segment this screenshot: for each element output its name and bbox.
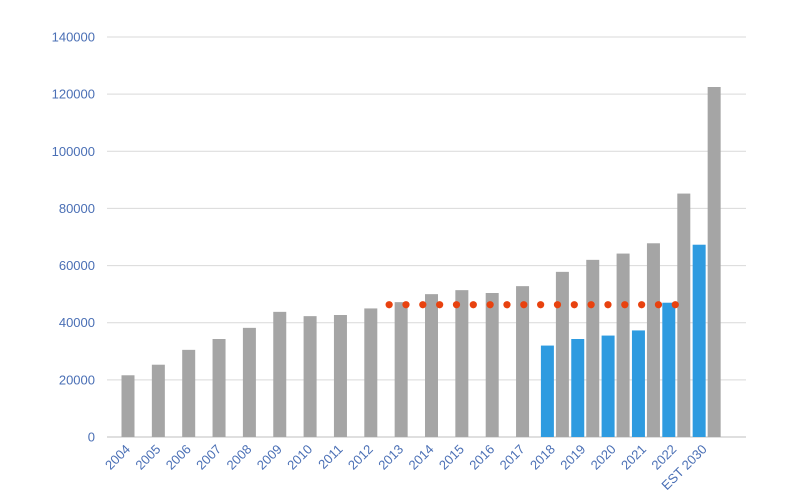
y-tick-label: 140000 [52, 30, 95, 45]
bar-gray [182, 349, 196, 437]
y-tick-label: 80000 [59, 201, 95, 216]
reference-dot [520, 301, 528, 309]
x-tick-label: 2006 [163, 442, 194, 473]
reference-dot [419, 301, 427, 309]
x-axis-tick-labels: 2004 2005 2006 2007 2008 2009 2010 2011 2012 2013… [102, 442, 710, 493]
x-tick-label: 2008 [223, 442, 254, 473]
bar-gray [677, 193, 691, 437]
x-tick-label: 2010 [284, 442, 315, 473]
x-tick-label: 2004 [102, 442, 133, 473]
bar-gray [242, 327, 256, 437]
x-tick-label: 2018 [527, 442, 558, 473]
bar-blue [571, 339, 585, 437]
x-tick-label: 2021 [618, 442, 649, 473]
bar-gray [485, 293, 499, 437]
y-axis-tick-labels: 0 20000 40000 60000 80000 100000 120000 140000 [52, 30, 95, 445]
bar-blue [662, 302, 676, 437]
bar-blue [631, 330, 645, 437]
x-tick-label: 2017 [497, 442, 528, 473]
x-tick-label: 2012 [345, 442, 376, 473]
bar-gray [646, 243, 660, 437]
bar-blue [540, 345, 554, 437]
y-tick-label: 40000 [59, 315, 95, 330]
reference-dot [553, 301, 562, 309]
reference-dot [570, 301, 578, 309]
y-tick-label: 120000 [52, 87, 95, 102]
reference-dot [587, 301, 595, 309]
reference-dot [452, 301, 461, 309]
reference-dot [537, 301, 545, 309]
reference-dot [486, 301, 494, 309]
bar-gray [273, 311, 287, 437]
reference-dot [654, 301, 663, 309]
bar-gray [616, 253, 630, 437]
bar-blue [601, 335, 615, 437]
bar-gray [586, 259, 600, 437]
reference-dot [604, 301, 612, 309]
bars [121, 87, 721, 437]
bar-gray [455, 290, 469, 437]
x-tick-label: 2005 [132, 442, 163, 473]
x-tick-label: 2011 [315, 442, 345, 472]
bar-gray [303, 316, 317, 437]
bar-blue [692, 244, 706, 437]
reference-dot [621, 301, 629, 309]
reference-dot [402, 301, 410, 309]
x-tick-label: 2019 [557, 442, 588, 473]
x-tick-label: 2007 [193, 442, 224, 473]
bar-gray [151, 364, 165, 437]
y-tick-label: 60000 [59, 258, 95, 273]
reference-dot [671, 301, 679, 309]
x-tick-label: 2015 [436, 442, 467, 473]
x-tick-label: 2009 [254, 442, 285, 473]
bar-gray [555, 271, 569, 437]
reference-dot [436, 301, 444, 309]
bar-gray [425, 294, 438, 437]
y-tick-label: 20000 [59, 372, 95, 387]
x-tick-label: 2020 [588, 442, 619, 473]
bar-gray [394, 302, 408, 437]
bar-gray [364, 308, 378, 437]
reference-line [385, 301, 679, 309]
bar-gray [212, 339, 226, 437]
bar-gray [707, 87, 721, 437]
y-tick-label: 0 [88, 430, 95, 445]
bar-gray [516, 286, 530, 437]
reference-dot [469, 301, 477, 309]
x-tick-label: 2013 [375, 442, 406, 473]
reference-dot [503, 301, 511, 309]
reference-dot [638, 301, 646, 309]
y-tick-label: 100000 [52, 144, 95, 159]
bar-gray [121, 375, 135, 437]
x-tick-label: 2014 [406, 442, 437, 473]
reference-dot [385, 301, 393, 309]
x-tick-label: 2016 [466, 442, 497, 473]
bar-gray [333, 315, 347, 437]
